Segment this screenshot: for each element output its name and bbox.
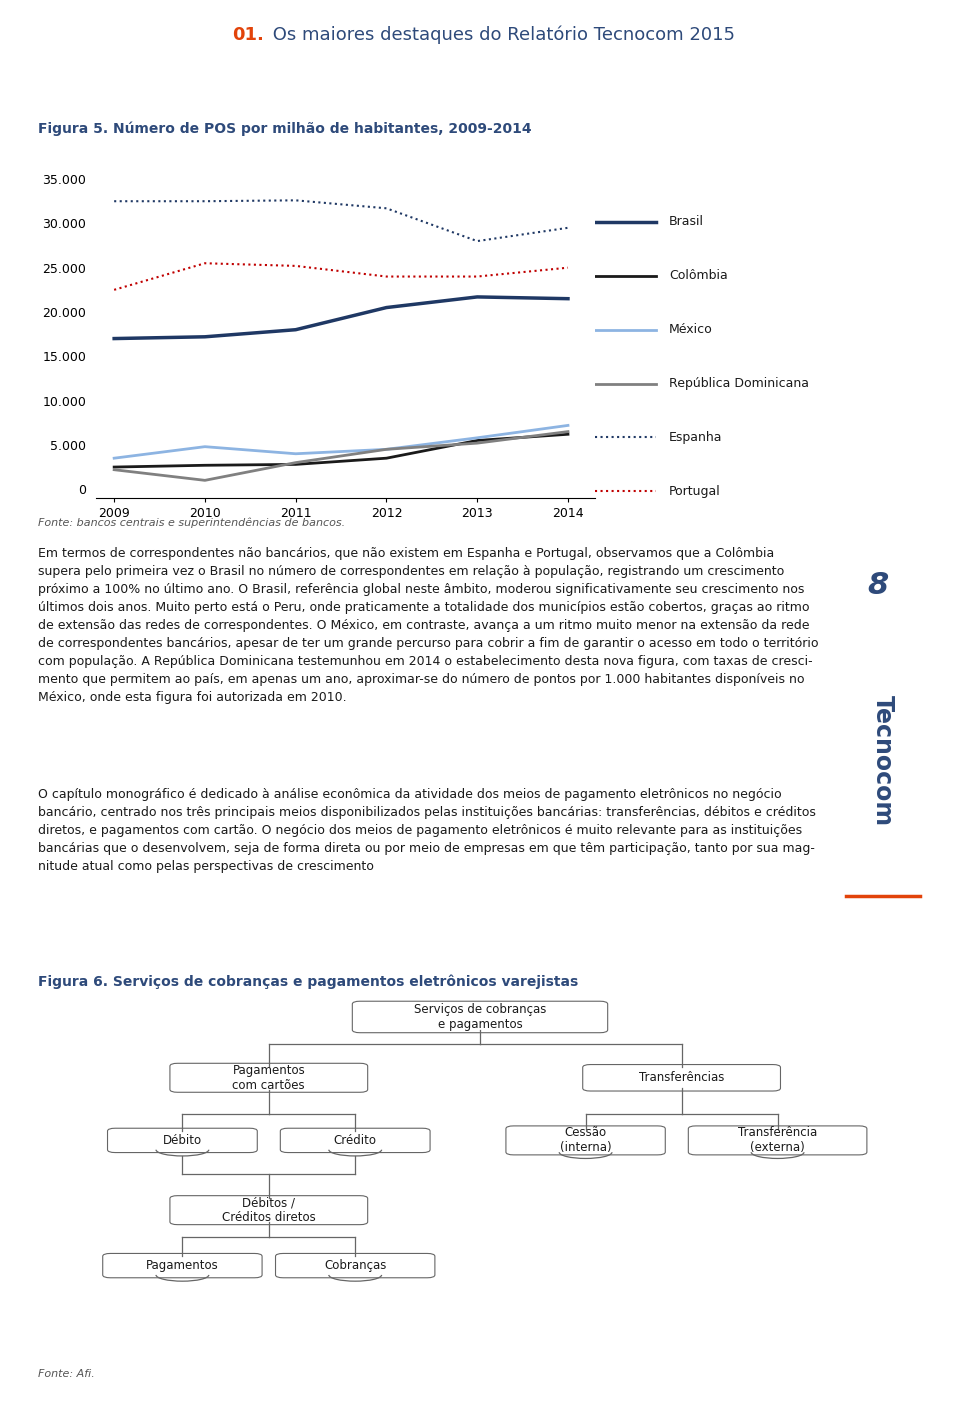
Text: O capítulo monográfico é dedicado à análise econômica da atividade dos meios de : O capítulo monográfico é dedicado à anál… (38, 788, 816, 874)
Text: Pagamentos: Pagamentos (146, 1258, 219, 1273)
Text: Colômbia: Colômbia (669, 269, 728, 282)
FancyBboxPatch shape (583, 1065, 780, 1092)
Text: Crédito: Crédito (334, 1134, 376, 1146)
Text: Figura 6. Serviços de cobranças e pagamentos eletrônicos varejistas: Figura 6. Serviços de cobranças e pagame… (38, 974, 579, 989)
FancyBboxPatch shape (688, 1125, 867, 1155)
Text: Pagamentos
com cartões: Pagamentos com cartões (232, 1063, 305, 1092)
Text: Tecnocom: Tecnocom (872, 696, 895, 826)
Text: Figura 5. Número de POS por milhão de habitantes, 2009-2014: Figura 5. Número de POS por milhão de ha… (38, 122, 532, 136)
Text: Cobranças: Cobranças (324, 1258, 386, 1273)
Text: Serviços de cobranças
e pagamentos: Serviços de cobranças e pagamentos (414, 1003, 546, 1031)
Text: República Dominicana: República Dominicana (669, 377, 809, 390)
FancyBboxPatch shape (170, 1063, 368, 1093)
FancyBboxPatch shape (103, 1253, 262, 1278)
Text: Transferência
(externa): Transferência (externa) (738, 1127, 817, 1155)
FancyBboxPatch shape (108, 1128, 257, 1152)
Text: Fonte: Afi.: Fonte: Afi. (38, 1369, 95, 1379)
Text: Cessão
(interna): Cessão (interna) (560, 1127, 612, 1155)
FancyBboxPatch shape (170, 1195, 368, 1225)
Text: 8: 8 (868, 571, 889, 600)
Text: Em termos de correspondentes não bancários, que não existem em Espanha e Portuga: Em termos de correspondentes não bancári… (38, 547, 819, 704)
FancyBboxPatch shape (276, 1253, 435, 1278)
Text: Espanha: Espanha (669, 431, 723, 443)
Text: Brasil: Brasil (669, 216, 704, 229)
Text: Os maiores destaques do Relatório Tecnocom 2015: Os maiores destaques do Relatório Tecnoc… (267, 25, 735, 45)
Text: Débito: Débito (163, 1134, 202, 1146)
Text: 01.: 01. (232, 27, 264, 43)
Text: México: México (669, 323, 713, 337)
FancyBboxPatch shape (280, 1128, 430, 1152)
Text: Transferências: Transferências (639, 1072, 724, 1085)
Text: Portugal: Portugal (669, 485, 721, 498)
FancyBboxPatch shape (506, 1125, 665, 1155)
Text: Fonte: bancos centrais e superintendências de bancos.: Fonte: bancos centrais e superintendênci… (38, 518, 346, 528)
FancyBboxPatch shape (352, 1002, 608, 1033)
Text: Débitos /
Créditos diretos: Débitos / Créditos diretos (222, 1197, 316, 1225)
